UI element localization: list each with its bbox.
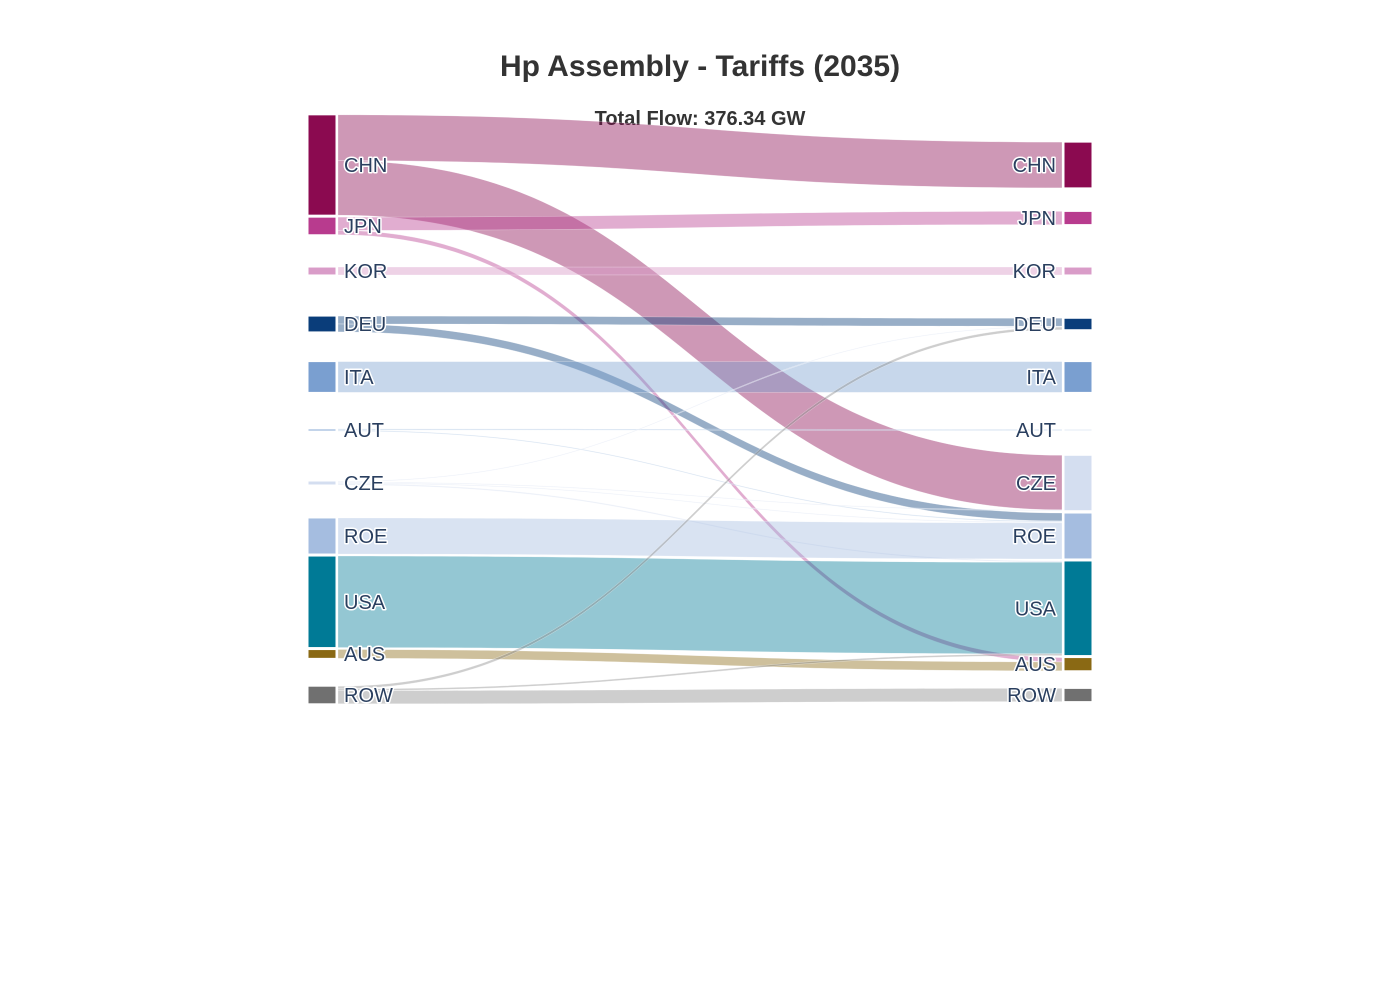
node-source-row[interactable]: [307, 685, 337, 705]
node-source-chn[interactable]: [307, 114, 337, 216]
link-aus-to-aus[interactable]: [337, 649, 1063, 672]
chart-title: Hp Assembly - Tariffs (2035): [499, 50, 901, 83]
link-cze-to-cze[interactable]: [337, 481, 1063, 511]
node-target-aut[interactable]: [1063, 428, 1093, 432]
link-roe-to-roe[interactable]: [337, 517, 1063, 560]
node-label-source-kor: KOR: [344, 261, 387, 283]
link-usa-to-usa[interactable]: [337, 555, 1063, 655]
node-label-source-usa: USA: [344, 592, 386, 614]
node-source-kor[interactable]: [307, 266, 337, 276]
node-label-target-jpn: JPN: [1018, 208, 1056, 230]
node-label-target-aut: AUT: [1016, 420, 1056, 442]
link-kor-to-kor[interactable]: [337, 266, 1063, 276]
node-target-aus[interactable]: [1063, 657, 1093, 672]
node-label-target-usa: USA: [1015, 598, 1057, 620]
node-target-kor[interactable]: [1063, 266, 1093, 276]
labels-layer: CHN CHN JPN JPN KOR KOR DEU DEU ITA ITA AUT AUT CZE C…: [343, 154, 1059, 709]
node-label-source-cze: CZE: [344, 473, 384, 495]
node-label-source-jpn: JPN: [344, 216, 382, 238]
node-source-deu[interactable]: [307, 315, 337, 333]
node-source-jpn[interactable]: [307, 216, 337, 236]
node-label-target-kor: KOR: [1013, 261, 1056, 283]
node-source-aus[interactable]: [307, 649, 337, 659]
node-label-source-chn: CHN: [344, 155, 387, 177]
node-target-usa[interactable]: [1063, 560, 1093, 657]
node-label-target-ita: ITA: [1026, 367, 1056, 389]
node-target-cze[interactable]: [1063, 454, 1093, 512]
node-label-source-aus: AUS: [344, 644, 385, 666]
node-target-row[interactable]: [1063, 687, 1093, 703]
link-ita-to-ita[interactable]: [337, 361, 1063, 393]
node-label-source-roe: ROE: [344, 526, 387, 548]
node-source-aut[interactable]: [307, 428, 337, 432]
link-row-to-deu[interactable]: [337, 326, 1063, 690]
links-layer: [337, 114, 1063, 705]
nodes-layer: [307, 114, 1093, 705]
node-label-target-row: ROW: [1007, 685, 1056, 707]
node-target-deu[interactable]: [1063, 317, 1093, 331]
node-label-source-row: ROW: [344, 685, 393, 707]
node-label-target-chn: CHN: [1013, 155, 1056, 177]
node-label-target-roe: ROE: [1013, 526, 1056, 548]
node-target-jpn[interactable]: [1063, 210, 1093, 226]
link-deu-to-deu[interactable]: [337, 315, 1063, 327]
node-label-source-aut: AUT: [344, 420, 384, 442]
node-target-ita[interactable]: [1063, 361, 1093, 393]
node-label-source-ita: ITA: [344, 367, 374, 389]
link-row-to-row[interactable]: [337, 688, 1063, 705]
link-jpn-to-jpn[interactable]: [337, 211, 1063, 231]
node-source-usa[interactable]: [307, 555, 337, 649]
node-source-ita[interactable]: [307, 361, 337, 393]
node-label-source-deu: DEU: [344, 314, 386, 336]
node-label-target-deu: DEU: [1014, 314, 1056, 336]
node-target-chn[interactable]: [1063, 141, 1093, 189]
node-source-cze[interactable]: [307, 480, 337, 486]
node-label-target-cze: CZE: [1016, 473, 1056, 495]
node-target-roe[interactable]: [1063, 512, 1093, 560]
node-label-target-aus: AUS: [1015, 654, 1056, 676]
node-source-roe[interactable]: [307, 517, 337, 555]
link-row-to-usa[interactable]: [337, 653, 1063, 691]
link-chn-to-chn[interactable]: [337, 114, 1063, 189]
link-aut-to-aut[interactable]: [337, 428, 1063, 431]
